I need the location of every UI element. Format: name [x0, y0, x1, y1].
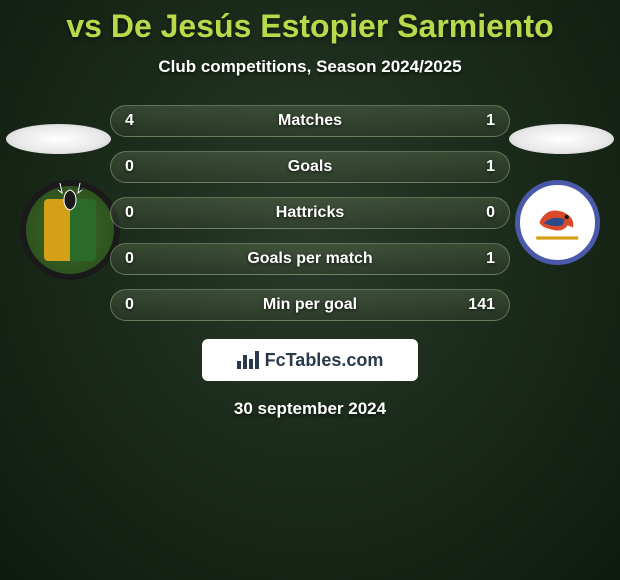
stat-right-value: 1: [465, 158, 495, 176]
roadrunner-icon: [531, 196, 584, 249]
stat-row-min-per-goal: 0 Min per goal 141: [110, 289, 510, 321]
stat-row-goals-per-match: 0 Goals per match 1: [110, 243, 510, 275]
club-logo-left: [20, 180, 120, 280]
player-avatar-right: [509, 124, 614, 154]
stat-left-value: 4: [125, 112, 155, 130]
venados-logo-icon: [20, 180, 120, 280]
stat-label: Goals: [288, 158, 332, 176]
infographic-content: vs De Jesús Estopier Sarmiento Club comp…: [0, 0, 620, 419]
club-logo-right: [515, 180, 600, 265]
stat-right-value: 1: [465, 112, 495, 130]
stat-row-goals: 0 Goals 1: [110, 151, 510, 183]
stat-label: Goals per match: [247, 250, 372, 268]
page-title: vs De Jesús Estopier Sarmiento: [0, 8, 620, 45]
stat-left-value: 0: [125, 296, 155, 314]
stat-left-value: 0: [125, 250, 155, 268]
deer-icon: [50, 178, 90, 218]
stat-label: Hattricks: [276, 204, 344, 222]
fctables-link[interactable]: FcTables.com: [202, 339, 418, 381]
stat-left-value: 0: [125, 204, 155, 222]
stats-table: 4 Matches 1 0 Goals 1 0 Hattricks 0 0 Go…: [110, 105, 510, 321]
stat-row-hattricks: 0 Hattricks 0: [110, 197, 510, 229]
stat-label: Matches: [278, 112, 342, 130]
player-avatar-left: [6, 124, 111, 154]
correcaminos-logo-icon: [515, 180, 600, 265]
brand-label: FcTables.com: [265, 350, 384, 371]
bar-chart-icon: [237, 351, 259, 369]
page-subtitle: Club competitions, Season 2024/2025: [0, 57, 620, 77]
stat-row-matches: 4 Matches 1: [110, 105, 510, 137]
footer-date: 30 september 2024: [0, 399, 620, 419]
stat-label: Min per goal: [263, 296, 357, 314]
stat-right-value: 1: [465, 250, 495, 268]
stat-left-value: 0: [125, 158, 155, 176]
stat-right-value: 0: [465, 204, 495, 222]
stat-right-value: 141: [465, 296, 495, 314]
